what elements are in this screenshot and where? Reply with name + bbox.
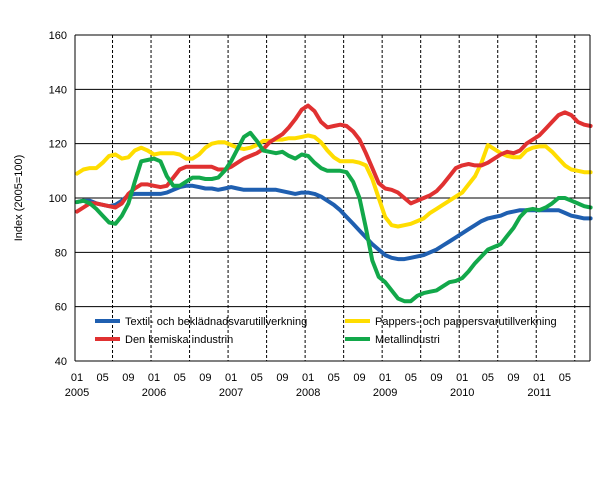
- x-tick-month-label: 09: [353, 372, 365, 384]
- y-tick-label: 160: [49, 30, 67, 42]
- axes: 40 60 80 100 120 140 160 01 2005 05 09 01 2006 05 09 01…: [49, 30, 591, 399]
- x-tick-month-label: 09: [276, 372, 288, 384]
- x-tick-month-label: 05: [405, 372, 417, 384]
- x-tick-month-label: 01: [533, 372, 545, 384]
- x-tick-month-label: 05: [97, 372, 109, 384]
- legend-label: Textil- och beklädnadsvarutillverkning: [125, 316, 307, 328]
- y-tick-label: 60: [55, 302, 67, 314]
- x-tick-month-label: 05: [328, 372, 340, 384]
- x-tick-month-label: 01: [71, 372, 83, 384]
- x-tick-month-label: 05: [251, 372, 263, 384]
- x-tick-month-label: 01: [456, 372, 468, 384]
- x-tick-month-label: 09: [507, 372, 519, 384]
- x-tick-month-label: 01: [379, 372, 391, 384]
- x-tick-month-label: 01: [225, 372, 237, 384]
- x-tick-year-label: 2007: [219, 387, 243, 399]
- y-tick-label: 120: [49, 139, 67, 151]
- grid: [75, 34, 590, 362]
- series-line-metallindustri: [75, 130, 593, 304]
- y-axis-label: Index (2005=100): [13, 155, 25, 242]
- x-tick-year-label: 2009: [373, 387, 397, 399]
- x-tick-month-label: 09: [122, 372, 134, 384]
- x-tick-month-label: 01: [148, 372, 160, 384]
- y-tick-label: 100: [49, 193, 67, 205]
- legend-label: Pappers- och pappersvarutillverkning: [375, 316, 557, 328]
- legend: Textil- och beklädnadsvarutillverkning Pa…: [95, 316, 557, 346]
- x-tick-month-label: 05: [482, 372, 494, 384]
- y-tick-label: 140: [49, 84, 67, 96]
- x-tick-year-label: 2005: [65, 387, 89, 399]
- x-tick-year-label: 2011: [527, 387, 551, 399]
- legend-label: Den kemiska industrin: [125, 334, 233, 346]
- x-tick-year-label: 2006: [142, 387, 166, 399]
- x-tick-year-label: 2008: [296, 387, 320, 399]
- y-tick-label: 80: [55, 247, 67, 259]
- x-tick-month-label: 09: [199, 372, 211, 384]
- x-tick-month-label: 05: [559, 372, 571, 384]
- series-line-textil: [75, 183, 593, 262]
- series-line-den: [75, 103, 593, 214]
- x-tick-month-label: 09: [430, 372, 442, 384]
- x-tick-month-label: 05: [174, 372, 186, 384]
- legend-label: Metallindustri: [375, 334, 440, 346]
- series-line-pappers: [75, 133, 593, 229]
- x-tick-year-label: 2010: [450, 387, 474, 399]
- series-lines: [75, 103, 593, 304]
- y-tick-label: 40: [55, 356, 67, 368]
- x-tick-month-label: 01: [302, 372, 314, 384]
